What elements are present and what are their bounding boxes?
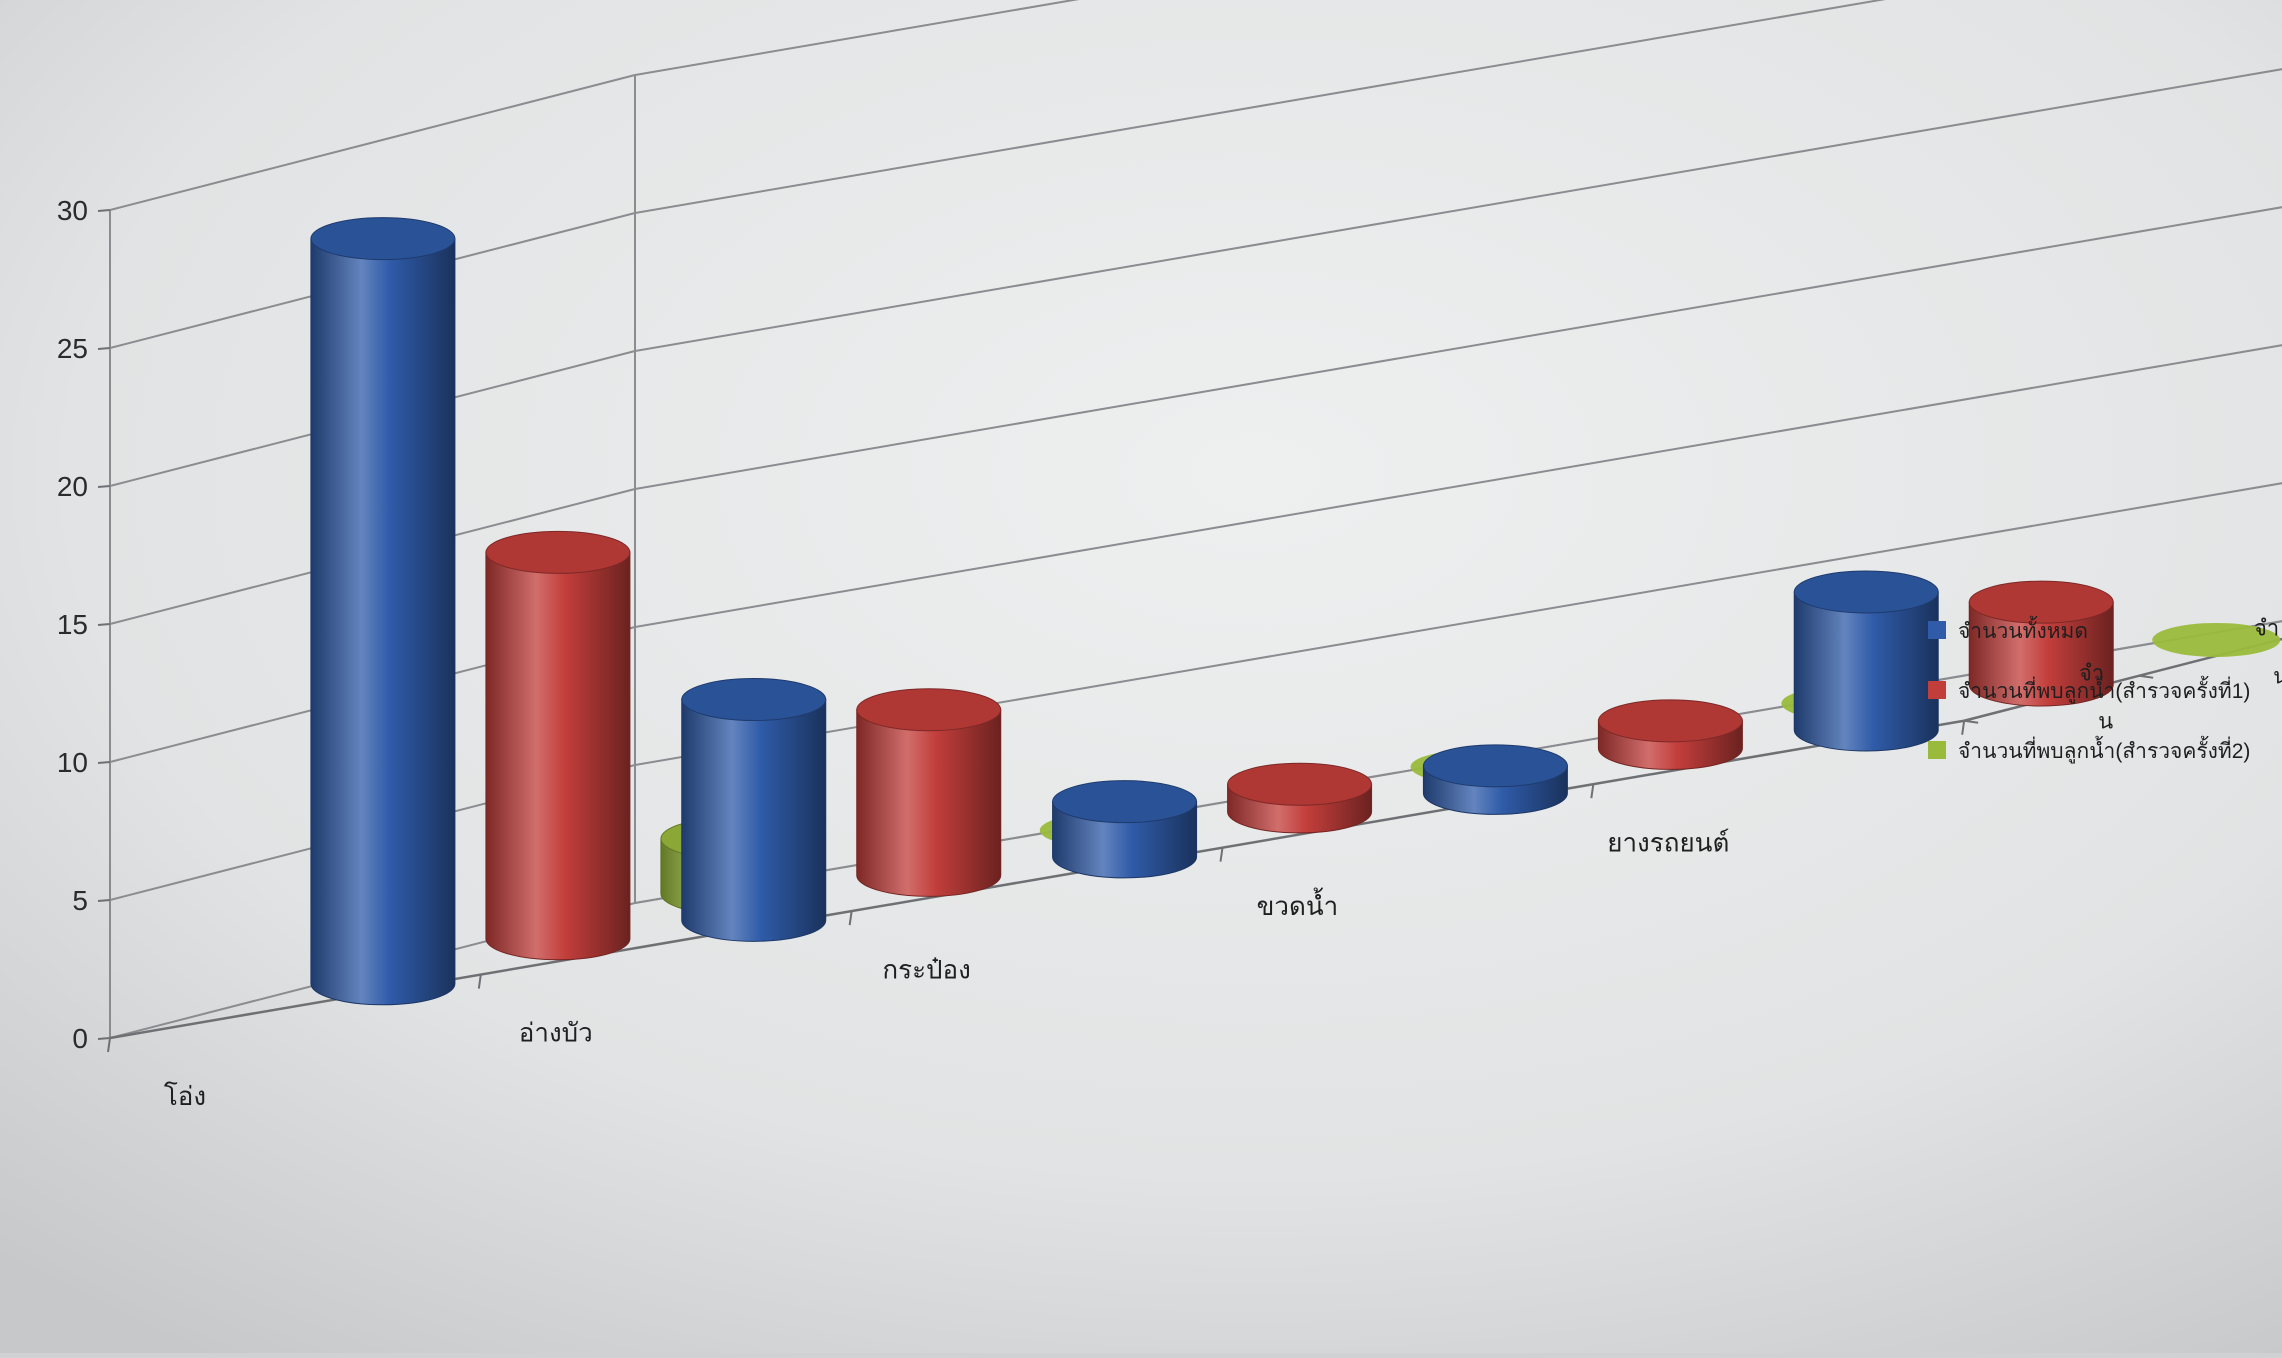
bar (1597, 699, 1743, 770)
bar-body (681, 699, 827, 942)
x-tick (107, 1037, 111, 1053)
bar (1422, 744, 1568, 815)
category-label: ขวดน้ำ (1257, 887, 1339, 921)
depth-label: น (2098, 708, 2113, 733)
bar-top (1968, 580, 2114, 624)
category-label: อ่างบัว (519, 1018, 593, 1048)
x-tick (1219, 847, 1224, 862)
bar (1793, 570, 1939, 752)
depth-tick (2139, 674, 2154, 679)
bar-top (1052, 780, 1198, 824)
legend-label: จำนวนที่พบลูกน้ำ(สำรวจครั้งที่2) (1958, 736, 2250, 764)
bar-body (1793, 591, 1939, 752)
bar (1227, 762, 1373, 834)
bar-base (2152, 622, 2281, 657)
bar (1052, 780, 1198, 879)
legend: จำนวนทั้งหมดจำนวนที่พบลูกน้ำ(สำรวจครั้งท… (1928, 616, 2250, 764)
bar (2152, 622, 2281, 657)
y-tick (97, 623, 111, 626)
y-tick-label: 15 (57, 609, 88, 640)
legend-swatch (1928, 741, 1946, 759)
depth-label: จำ (2254, 615, 2279, 640)
x-tick (1961, 720, 1966, 735)
bar-body (310, 238, 456, 1006)
bar-top (1227, 762, 1373, 806)
bar-top (681, 678, 827, 722)
bar (856, 688, 1002, 897)
bar-top (485, 530, 631, 574)
bar-body (1968, 601, 2114, 707)
bar-top (1793, 570, 1939, 614)
y-tick (97, 899, 111, 902)
bar-body (1052, 801, 1198, 879)
legend-label: จำนวนที่พบลูกน้ำ(สำรวจครั้งที่1) (1958, 676, 2250, 704)
y-tick (97, 761, 111, 764)
depth-label: จำ (2079, 660, 2104, 685)
y-tick-label: 0 (72, 1023, 88, 1054)
bar-top (1422, 744, 1568, 788)
bar (310, 217, 456, 1006)
bar-top (1597, 699, 1743, 743)
bar-body (485, 551, 631, 961)
category-label: โอ่ง (164, 1081, 206, 1111)
bar (485, 530, 631, 961)
bar-top (856, 688, 1002, 732)
bar (681, 678, 827, 942)
y-tick-label: 20 (57, 471, 88, 502)
y-tick-label: 5 (72, 885, 88, 916)
category-label: ยางรถยนต์ (1607, 827, 1729, 857)
category-label: กระป๋อง (882, 954, 971, 984)
y-tick-label: 30 (57, 195, 88, 226)
y-tick-label: 10 (57, 747, 88, 778)
bar-body (856, 709, 1002, 897)
x-tick (477, 974, 482, 989)
y-tick (97, 347, 111, 350)
y-tick (97, 209, 111, 212)
legend-label: จำนวนทั้งหมด (1958, 616, 2088, 643)
legend-swatch (1928, 681, 1946, 699)
legend-swatch (1928, 621, 1946, 639)
y-tick-label: 25 (57, 333, 88, 364)
y-tick (97, 1037, 111, 1040)
bar (1968, 580, 2114, 707)
bars-layer (310, 217, 2281, 1006)
y-tick (97, 485, 111, 488)
depth-tick (1964, 719, 1979, 724)
bar-top (310, 217, 456, 261)
label-layer: 0 5 10 15 20 25 30 โอ่ง อ่างบัว กระป๋อง ขวดน้ำ ยางร… (57, 195, 2282, 1111)
x-tick (1590, 784, 1595, 799)
depth-label: น (2273, 663, 2282, 688)
x-tick (848, 910, 853, 926)
